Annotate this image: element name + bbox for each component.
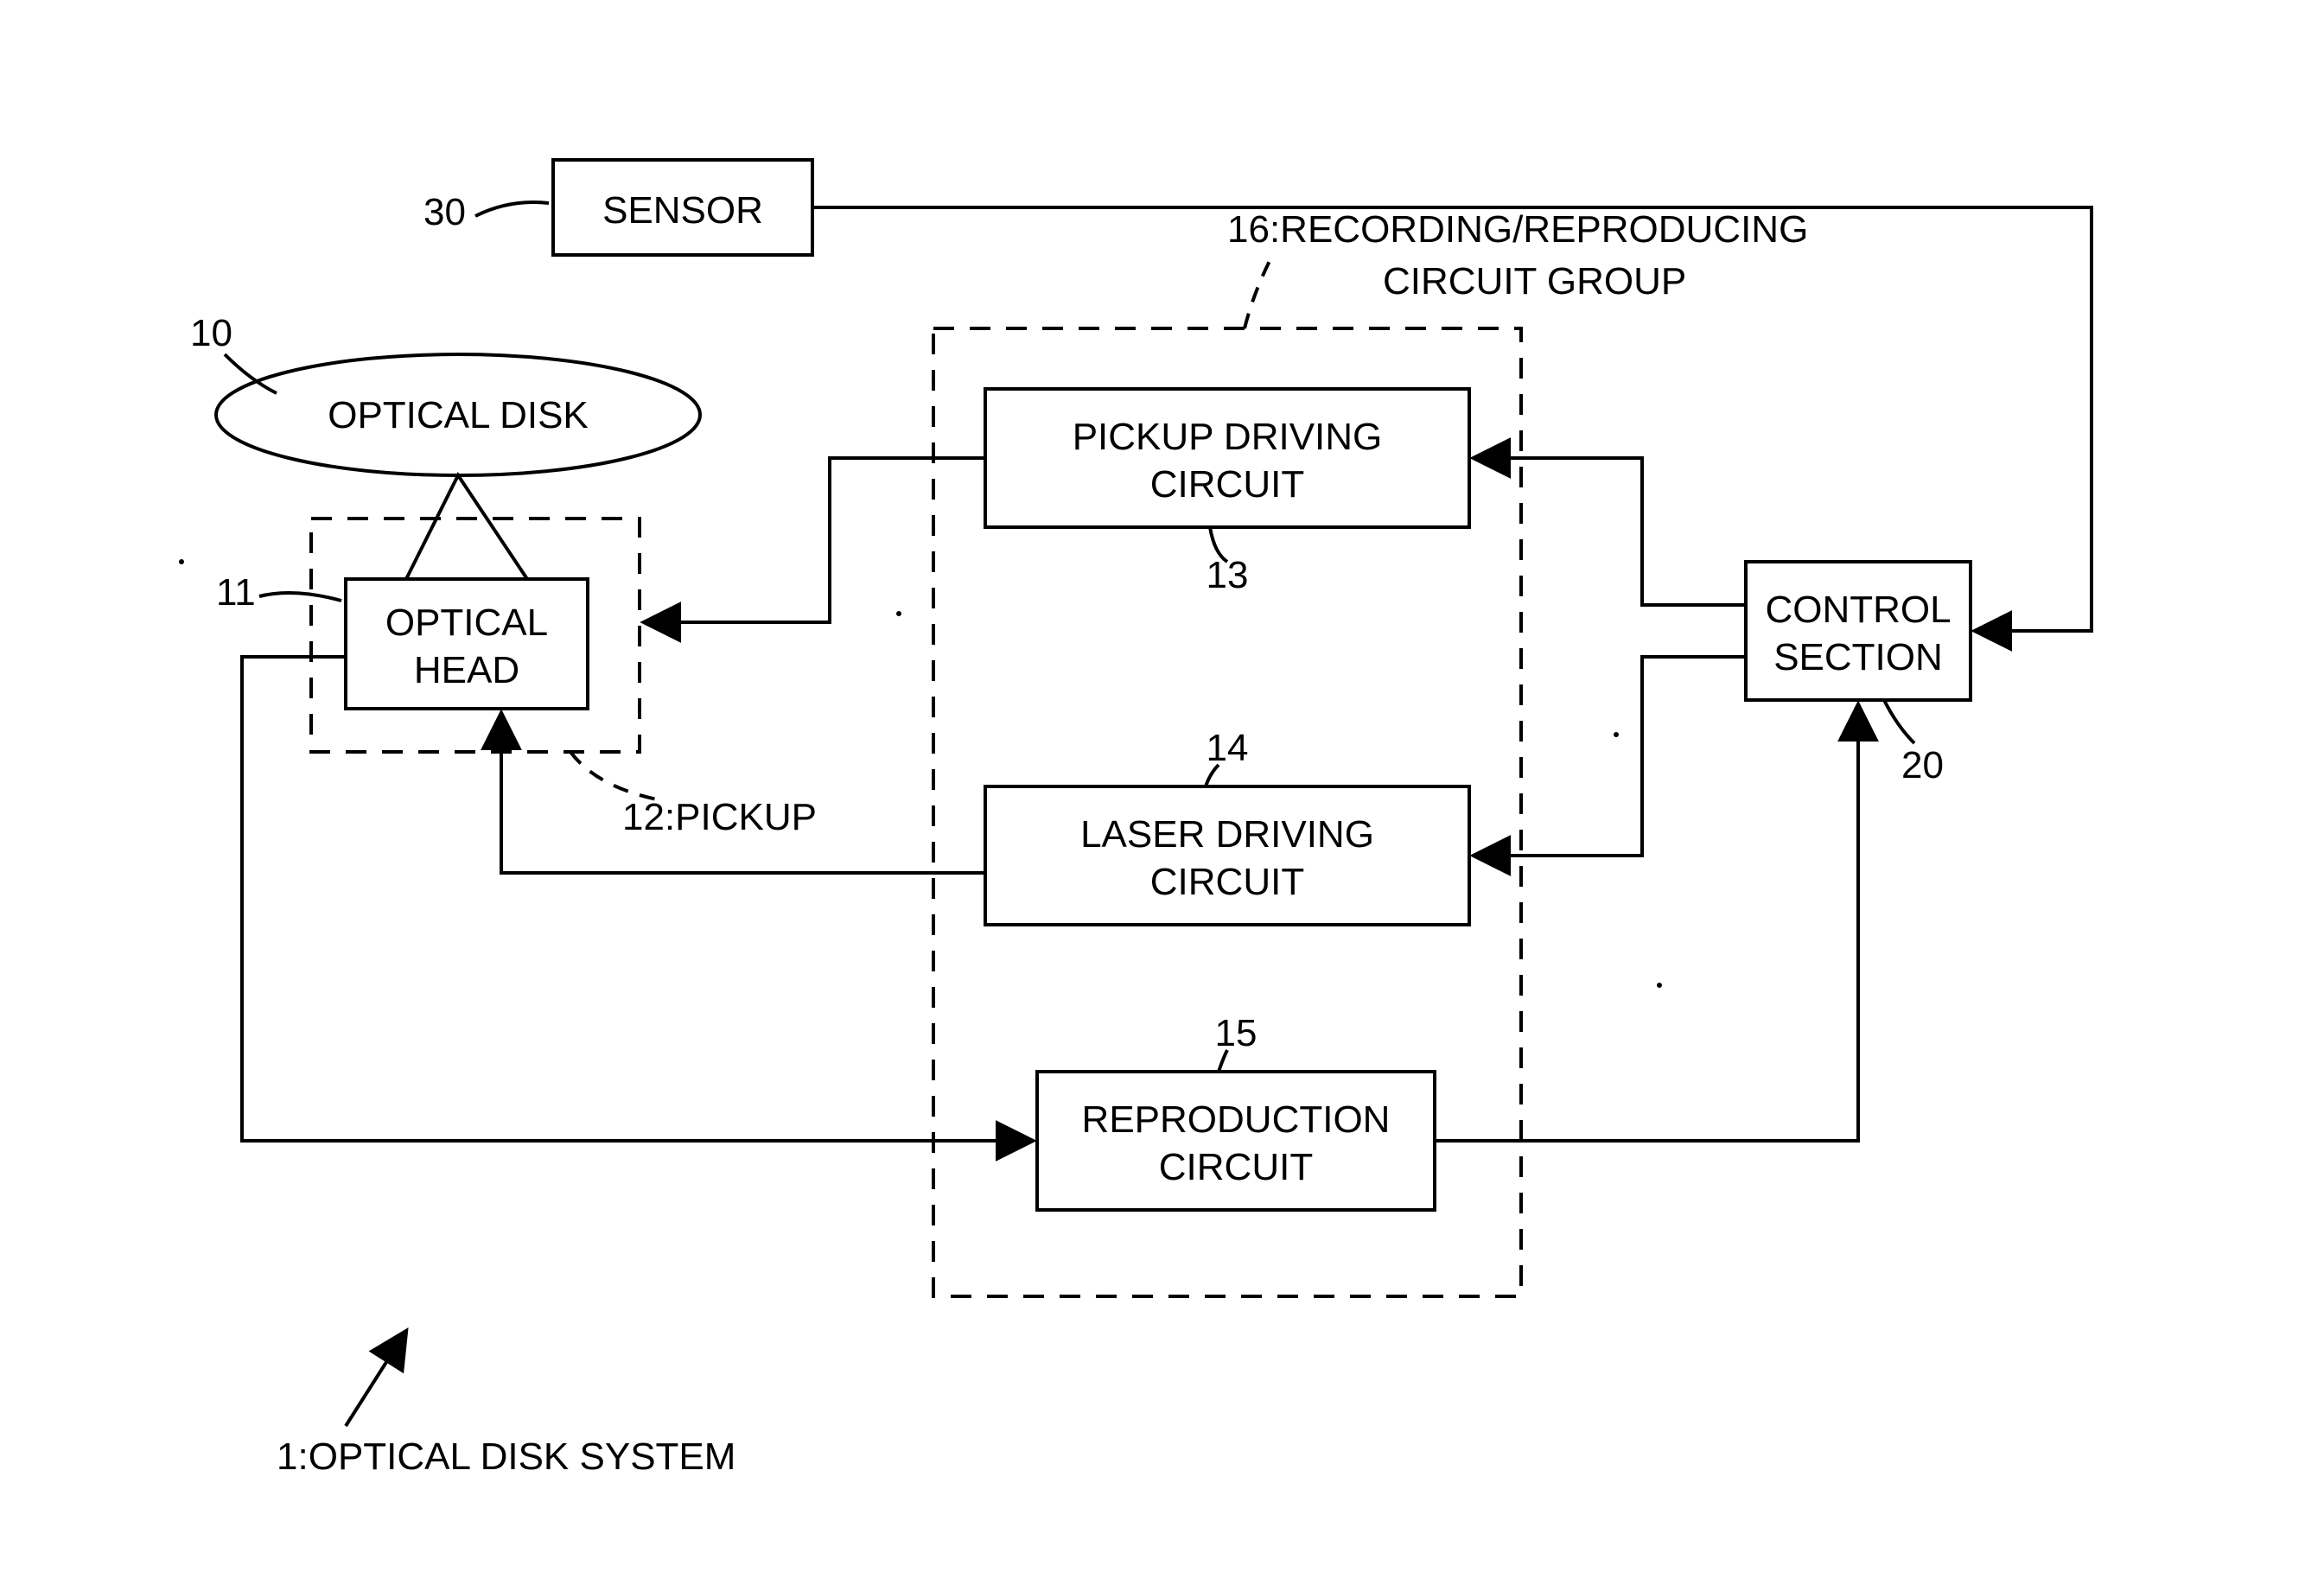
pickup-group-label: 12:PICKUP — [622, 796, 817, 838]
reproduction-label-1: REPRODUCTION — [1082, 1098, 1391, 1141]
reproduction-box — [1037, 1072, 1435, 1210]
laser-driving-label-2: CIRCUIT — [1150, 861, 1304, 903]
pickup-driving-box — [985, 389, 1469, 527]
optical-disk-label: OPTICAL DISK — [328, 394, 589, 436]
sensor-label: SENSOR — [602, 189, 763, 232]
pickup-group-leader — [570, 752, 657, 799]
control-section-ref: 20 — [1901, 744, 1944, 786]
edge-laser-driving-to-head — [501, 713, 985, 873]
diagram-canvas: SENSOR 30 OPTICAL DISK 10 OPTICAL HEAD 1… — [0, 0, 2324, 1585]
laser-driving-label-1: LASER DRIVING — [1080, 813, 1374, 856]
edge-reproduction-to-control — [1435, 704, 1858, 1141]
reproduction-label-2: CIRCUIT — [1159, 1146, 1313, 1188]
pickup-driving-label-2: CIRCUIT — [1150, 463, 1304, 506]
control-section-ref-leader — [1884, 700, 1914, 743]
circuit-group-label-1: 16:RECORDING/REPRODUCING — [1227, 208, 1808, 251]
optical-head-ref-leader — [259, 593, 341, 601]
circuit-group-label-2: CIRCUIT GROUP — [1383, 260, 1686, 302]
control-section-label-1: CONTROL — [1765, 589, 1951, 631]
artifact-dot — [179, 559, 184, 564]
disk-head-link — [406, 475, 527, 579]
control-section-label-2: SECTION — [1773, 636, 1943, 678]
control-section-box — [1746, 562, 1971, 700]
system-label-arrow — [346, 1331, 406, 1426]
optical-head-ref: 11 — [216, 571, 256, 614]
laser-driving-ref: 14 — [1207, 727, 1249, 769]
artifact-dot — [1614, 732, 1619, 737]
system-label-text: 1:OPTICAL DISK SYSTEM — [277, 1435, 735, 1478]
artifact-dot — [1657, 983, 1662, 988]
pickup-driving-label-1: PICKUP DRIVING — [1073, 416, 1383, 458]
laser-driving-box — [985, 786, 1469, 925]
optical-head-label-2: HEAD — [414, 649, 519, 691]
sensor-ref: 30 — [423, 191, 466, 233]
reproduction-ref: 15 — [1215, 1012, 1258, 1054]
artifact-dot — [896, 611, 901, 616]
optical-disk-ref: 10 — [190, 312, 232, 354]
optical-head-label-1: OPTICAL — [385, 602, 548, 644]
edge-head-to-reproduction — [242, 657, 1033, 1141]
sensor-ref-leader — [475, 202, 549, 216]
edge-control-to-pickup-driving — [1474, 458, 1746, 605]
edge-control-to-laser-driving — [1474, 657, 1746, 856]
circuit-group-leader — [1245, 259, 1270, 328]
